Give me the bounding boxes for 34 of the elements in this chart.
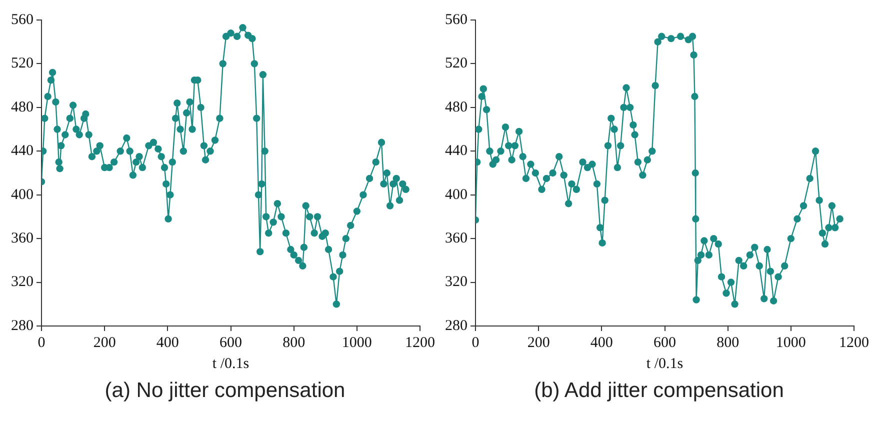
y-tick-label: 320 <box>445 274 468 290</box>
x-tick-label: 1000 <box>776 334 806 351</box>
y-tick-label: 520 <box>445 56 468 72</box>
y-tick-label: 440 <box>11 143 34 160</box>
x-tick-label: 200 <box>93 334 116 351</box>
x-tick-label: 0 <box>38 334 46 351</box>
y-tick-label: 560 <box>445 12 468 28</box>
x-tick-label: 0 <box>472 334 480 351</box>
text: (a) No jitter compensation <box>104 379 346 403</box>
x-tick-label: 1000 <box>342 334 372 351</box>
text: (b) Add jitter compensation <box>534 379 784 403</box>
y-tick-label: 280 <box>11 318 34 334</box>
x-tick-label: 200 <box>527 334 550 351</box>
x-tick-label: 400 <box>156 334 179 351</box>
x-tick-label: 1200 <box>839 334 869 351</box>
y-tick-label: 280 <box>445 318 468 334</box>
y-tick-label: 400 <box>11 186 34 203</box>
y-tick-label: 560 <box>11 12 34 28</box>
y-tick-label: 320 <box>11 274 34 290</box>
y-tick-label: 520 <box>11 56 34 72</box>
x-tick-label: 600 <box>220 334 242 351</box>
y-tick-label: 480 <box>11 99 34 116</box>
x-tick-label: 800 <box>282 334 306 351</box>
x-tick-label: 1200 <box>405 334 435 351</box>
x-tick-label: 800 <box>716 334 740 351</box>
y-tick-label: 480 <box>445 99 468 116</box>
y-tick-label: 440 <box>445 143 468 160</box>
x-axis-title: t /0.1s <box>646 356 684 372</box>
x-tick-label: 400 <box>590 334 613 351</box>
y-tick-label: 360 <box>445 230 468 247</box>
y-tick-label: 360 <box>11 230 34 247</box>
y-tick-label: 400 <box>445 186 468 203</box>
x-axis-title: t /0.1s <box>212 356 250 372</box>
x-tick-label: 600 <box>654 334 676 351</box>
